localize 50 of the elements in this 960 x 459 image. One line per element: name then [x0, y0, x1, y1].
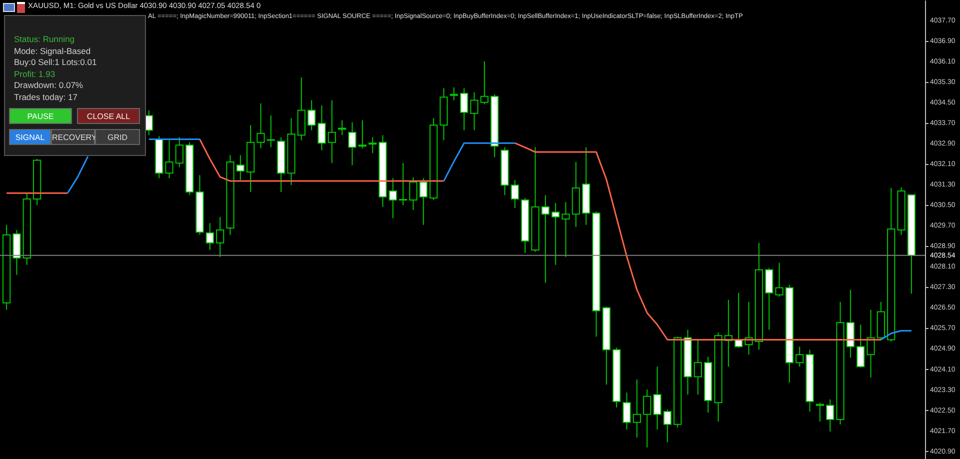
candlestick — [216, 216, 224, 258]
candlestick — [663, 409, 672, 443]
candlestick — [552, 202, 560, 266]
candlestick — [541, 194, 550, 284]
candlestick — [643, 389, 652, 448]
candlestick — [256, 102, 265, 149]
candlestick — [308, 100, 316, 131]
candlestick — [236, 154, 244, 181]
candlestick — [318, 104, 326, 151]
annotation: Trades today: 17 — [14, 92, 78, 102]
candlestick — [562, 202, 570, 258]
candlestick — [653, 366, 662, 430]
button: PAUSE — [9, 108, 72, 124]
candlestick — [338, 120, 346, 136]
annotation: Buy:0 Sell:1 Lots:0.01 — [14, 57, 97, 67]
candlestick — [856, 324, 865, 368]
button: SIGNAL — [9, 129, 51, 145]
annotation: Mode: Signal-Based — [14, 46, 91, 56]
candlestick — [368, 136, 377, 154]
annotation: Drawdown: 0.07% — [14, 80, 83, 90]
candlestick — [165, 140, 174, 179]
candlestick — [826, 399, 834, 432]
candlestick — [419, 178, 428, 226]
candlestick — [510, 180, 519, 208]
annotation: Status: Running — [14, 34, 74, 44]
candlestick — [399, 162, 408, 206]
candlestick — [175, 136, 184, 168]
candlestick — [775, 262, 784, 298]
button: CLOSE ALL — [77, 108, 140, 124]
annotation: Profit: 1.93 — [14, 68, 56, 78]
candlestick — [796, 346, 804, 368]
candlestick — [480, 60, 488, 105]
candlestick — [866, 309, 875, 378]
candlestick — [348, 122, 356, 166]
candlestick — [460, 88, 468, 131]
candlestick — [328, 100, 336, 164]
button: GRID — [95, 129, 140, 145]
candlestick — [470, 92, 478, 131]
candlestick — [409, 176, 418, 211]
candlestick — [622, 392, 631, 430]
candlestick — [694, 339, 702, 396]
candlestick — [632, 379, 641, 438]
button: RECOVERY — [51, 129, 95, 145]
candlestick — [206, 222, 214, 251]
candlestick — [358, 120, 366, 149]
candlestick — [765, 267, 774, 330]
candlestick — [388, 178, 397, 219]
candlestick — [816, 402, 824, 422]
candlestick — [450, 86, 458, 101]
candlestick — [266, 114, 275, 148]
